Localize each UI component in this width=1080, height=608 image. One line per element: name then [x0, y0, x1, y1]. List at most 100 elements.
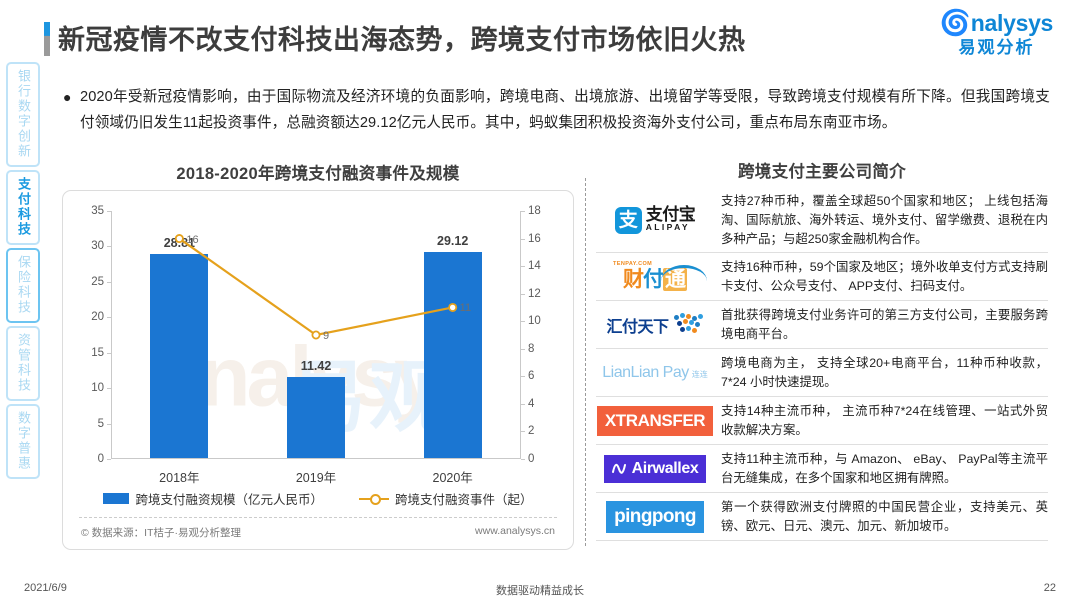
brand-name-en: 🌀nalysys — [929, 10, 1064, 37]
y-left-mark-30 — [107, 246, 111, 248]
analysys-logo: 🌀nalysys 易观分析 — [929, 10, 1064, 62]
chart-legend: 跨境支付融资规模（亿元人民币） 跨境支付融资事件（起） — [63, 489, 573, 508]
company-description: 第一个获得欧洲支付牌照的中国民营企业，支持美元、英镑、欧元、日元、澳元、加元、新… — [721, 499, 1048, 533]
y-right-mark-18 — [521, 211, 525, 212]
y-right-tick-14: 14 — [528, 260, 541, 273]
x-axis-line — [111, 458, 521, 459]
y-right-tick-12: 12 — [528, 287, 541, 300]
y-left-tick-5: 5 — [97, 417, 104, 430]
brand-swirl-icon: 🌀 — [939, 9, 971, 37]
chart-block: 2018-2020年跨境支付融资事件及规模 analysys 易观 0 5 10… — [62, 160, 574, 550]
companies-panel: 跨境支付主要公司简介 支 支付宝 ALIPAY 支持27种币种，覆盖全球超50个… — [596, 158, 1048, 541]
panel-divider — [585, 178, 586, 546]
y-right-tick-4: 4 — [528, 397, 535, 410]
alipay-logo-icon: 支 支付宝 ALIPAY — [596, 201, 714, 241]
sidebar-item-asset[interactable]: 资管科技 — [6, 326, 40, 401]
company-description: 支持14种主流币种， 主流币种7*24在线管理、一站式外贸收款解决方案。 — [721, 403, 1048, 437]
y-left-tick-15: 15 — [91, 346, 104, 359]
tenpay-domain-text: TENPAY.COM — [613, 260, 653, 267]
y-left-tick-0: 0 — [97, 453, 104, 465]
slide-footer: 2021/6/9 数据驱动精益成长 22 — [0, 574, 1080, 608]
legend-line-label: 跨境支付融资事件（起） — [395, 493, 533, 507]
table-row[interactable]: 支 支付宝 ALIPAY 支持27种币种，覆盖全球超50个国家和地区； 上线包括… — [596, 189, 1048, 253]
tenpay-char-1: 财 — [623, 267, 644, 291]
y-right-tick-6: 6 — [528, 370, 535, 383]
source-divider — [79, 517, 557, 518]
sidebar-item-inclusive[interactable]: 数字普惠 — [6, 404, 40, 479]
y-left-tick-30: 30 — [91, 240, 104, 253]
y-left-mark-25 — [107, 281, 111, 283]
table-row[interactable]: Airwallex 支持11种主流币种，与 Amazon、 eBay、 PayP… — [596, 445, 1048, 493]
page-title: 新冠疫情不改支付科技出海态势，跨境支付市场依旧火热 — [58, 25, 746, 55]
airwallex-name-en: Airwallex — [631, 459, 699, 477]
table-row[interactable]: LianLian Pay 连连 跨境电商为主， 支持全球20+电商平台，11种币种… — [596, 349, 1048, 397]
x-axis-label-2018: 2018年 — [159, 471, 200, 485]
xtransfer-name-en: XTRANSFER — [596, 405, 714, 436]
y-axis-right-line — [520, 211, 521, 459]
table-row[interactable]: TENPAY.COM 财付通 支持16种币种，59个国家及地区；境外收单支付方式… — [596, 253, 1048, 301]
chart-source: © 数据来源：IT桔子·易观分析整理 — [81, 527, 241, 539]
y-left-mark-0 — [107, 459, 111, 460]
point-label-2020: 11 — [459, 302, 472, 315]
footer-slogan: 数据驱动精益成长 — [496, 585, 584, 597]
bullet-paragraph: ● 2020年受新冠疫情影响，由于国际物流及经济环境的负面影响，跨境电商、出境旅… — [60, 84, 1050, 136]
y-right-tick-2: 2 — [528, 425, 535, 438]
airwallex-logo-icon: Airwallex — [596, 449, 714, 489]
y-right-mark-2 — [521, 431, 525, 433]
table-row[interactable]: pingpong 第一个获得欧洲支付牌照的中国民营企业，支持美元、英镑、欧元、日… — [596, 493, 1048, 541]
tenpay-char-2: 付 — [643, 267, 664, 291]
legend-item-line[interactable]: 跨境支付融资事件（起） — [359, 489, 533, 508]
y-right-mark-10 — [521, 321, 525, 323]
y-right-tick-18: 18 — [528, 205, 541, 217]
y-right-tick-0: 0 — [528, 453, 535, 465]
y-left-mark-15 — [107, 352, 111, 354]
table-row[interactable]: XTRANSFER 支持14种主流币种， 主流币种7*24在线管理、一站式外贸收… — [596, 397, 1048, 445]
line-series-overlay — [174, 234, 458, 340]
company-description: 首批获得跨境支付业务许可的第三方支付公司，主要服务跨境电商平台。 — [721, 307, 1048, 341]
y-right-mark-12 — [521, 293, 525, 295]
bullet-paragraph-text: 2020年受新冠疫情影响，由于国际物流及经济环境的负面影响，跨境电商、出境旅游、… — [80, 89, 1050, 131]
chart-card: analysys 易观 0 5 10 15 20 25 30 35 — [62, 190, 574, 550]
sidebar-item-insurance[interactable]: 保险科技 — [6, 248, 40, 323]
bar-2019[interactable] — [287, 377, 345, 458]
brand-name-cn: 易观分析 — [958, 38, 1035, 57]
vertical-nav: 银行数字创新 支付科技 保险科技 资管科技 数字普惠 — [6, 62, 40, 482]
company-description: 支持27种币种，覆盖全球超50个国家和地区； 上线包括海淘、国际航旅、海外转运、… — [721, 194, 1048, 246]
legend-line-swatch-icon — [359, 493, 389, 505]
x-axis-label-2020: 2020年 — [432, 471, 473, 485]
bar-label-2020: 29.12 — [437, 233, 469, 248]
y-right-mark-4 — [521, 403, 525, 405]
table-row[interactable]: 汇付天下 首批获得跨境支付业务许可的第三方支付公司，主要服务跨境电商平台。 — [596, 301, 1048, 349]
tenpay-logo-icon: TENPAY.COM 财付通 — [596, 257, 714, 297]
legend-item-bar[interactable]: 跨境支付融资规模（亿元人民币） — [103, 489, 323, 508]
bullet-marker-icon: ● — [63, 89, 72, 105]
title-accent-bar — [44, 22, 50, 56]
y-left-mark-10 — [107, 388, 111, 390]
sidebar-item-payment[interactable]: 支付科技 — [6, 170, 40, 245]
bar-2018[interactable] — [150, 253, 209, 458]
xtransfer-logo-icon: XTRANSFER — [596, 401, 714, 441]
footer-page-number: 22 — [1043, 582, 1056, 594]
alipay-name-en: ALIPAY — [645, 221, 690, 232]
lianlian-name-cn: 连连 — [691, 369, 708, 379]
y-right-mark-6 — [521, 376, 525, 378]
brand-name-en-text: nalysys — [970, 10, 1054, 36]
huifu-name-cn: 汇付天下 — [606, 318, 669, 336]
y-left-tick-25: 25 — [91, 275, 104, 288]
y-left-tick-20: 20 — [91, 311, 104, 324]
alipay-name-cn: 支付宝 — [645, 204, 696, 224]
bar-2020[interactable] — [423, 251, 482, 458]
tenpay-arc-shape — [661, 264, 707, 281]
y-left-mark-20 — [107, 317, 111, 319]
airwallex-wave-icon — [611, 463, 626, 474]
pingpong-name-en: pingpong — [606, 500, 704, 533]
y-right-mark-0 — [521, 459, 525, 460]
sidebar-item-bank[interactable]: 银行数字创新 — [6, 62, 40, 167]
y-right-tick-8: 8 — [528, 342, 535, 355]
y-left-mark-5 — [107, 423, 111, 425]
lianlian-name-en: LianLian Pay — [602, 363, 689, 381]
y-right-mark-14 — [521, 266, 525, 268]
pingpong-logo-icon: pingpong — [596, 497, 714, 537]
point-label-2018: 16 — [186, 233, 199, 246]
